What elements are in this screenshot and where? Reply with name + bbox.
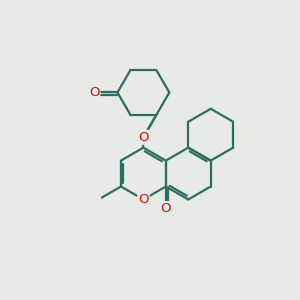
Text: O: O xyxy=(138,131,148,144)
Text: O: O xyxy=(89,86,99,99)
Text: O: O xyxy=(160,202,171,215)
Text: O: O xyxy=(138,193,148,206)
